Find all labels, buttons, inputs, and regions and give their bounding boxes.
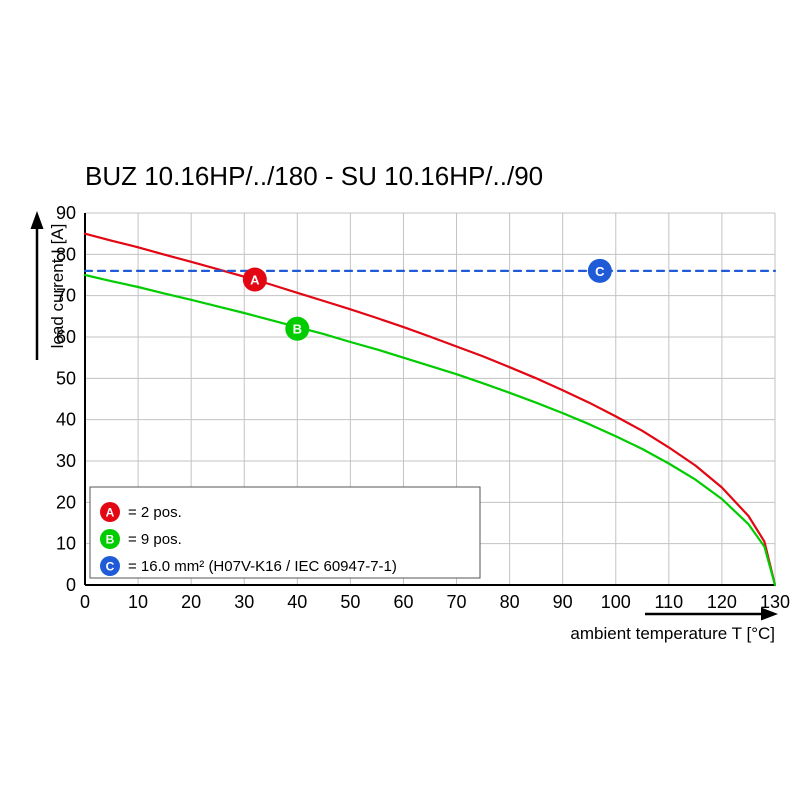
curve-marker-letter-B: B: [293, 322, 302, 337]
series-curve-B: [83, 273, 777, 587]
y-tick-label: 90: [56, 203, 76, 223]
y-tick-label: 0: [66, 575, 76, 595]
legend-marker-C: [100, 556, 120, 576]
legend-marker-letter-A: A: [106, 506, 115, 520]
legend-label-A: = 2 pos.: [128, 504, 182, 521]
x-tick-label: 40: [287, 592, 307, 612]
x-tick-label: 100: [601, 592, 631, 612]
y-axis-label: load current I [A]: [48, 224, 67, 349]
y-tick-label: 10: [56, 534, 76, 554]
x-axis-label: ambient temperature T [°C]: [570, 624, 775, 643]
y-axis-arrow-icon: [30, 211, 44, 360]
curve-marker-C: [587, 258, 612, 283]
x-tick-label: 70: [447, 592, 467, 612]
y-tick-label: 70: [56, 286, 76, 306]
legend-marker-letter-C: C: [106, 560, 115, 574]
legend-marker-letter-B: B: [106, 533, 115, 547]
y-tick-label: 50: [56, 368, 76, 388]
x-tick-label: 30: [234, 592, 254, 612]
legend-marker-B: [100, 529, 120, 549]
curve-marker-A: [242, 267, 267, 292]
x-tick-label: 80: [500, 592, 520, 612]
series-curve-A: [83, 232, 777, 587]
legend-label-B: = 9 pos.: [128, 531, 182, 548]
y-tick-label: 80: [56, 244, 76, 264]
legend-label-C: = 16.0 mm² (H07V-K16 / IEC 60947-7-1): [128, 558, 397, 575]
legend-marker-A: [100, 502, 120, 522]
legend-box: [89, 486, 481, 579]
x-tick-label: 60: [393, 592, 413, 612]
y-tick-label: 60: [56, 327, 76, 347]
x-axis-arrow-icon: [645, 607, 778, 621]
curve-marker-letter-A: A: [250, 273, 260, 288]
y-tick-label: 20: [56, 492, 76, 512]
y-tick-label: 30: [56, 451, 76, 471]
curve-marker-letter-C: C: [595, 264, 605, 279]
x-tick-label: 110: [654, 592, 683, 612]
chart-title: BUZ 10.16HP/../180 - SU 10.16HP/../90: [85, 161, 543, 191]
x-tick-label: 0: [80, 592, 90, 612]
x-tick-label: 90: [553, 592, 573, 612]
x-tick-label: 50: [340, 592, 360, 612]
x-tick-label: 130: [760, 592, 790, 612]
x-tick-label: 20: [181, 592, 201, 612]
curve-marker-B: [285, 316, 310, 341]
x-tick-label: 120: [707, 592, 737, 612]
plot-area: 0 10 20 30 40 50 60 70 80 90 100 110 120 130 0 10 20 30 40…: [56, 203, 790, 612]
x-tick-label: 10: [128, 592, 148, 612]
y-tick-label: 40: [56, 410, 76, 430]
